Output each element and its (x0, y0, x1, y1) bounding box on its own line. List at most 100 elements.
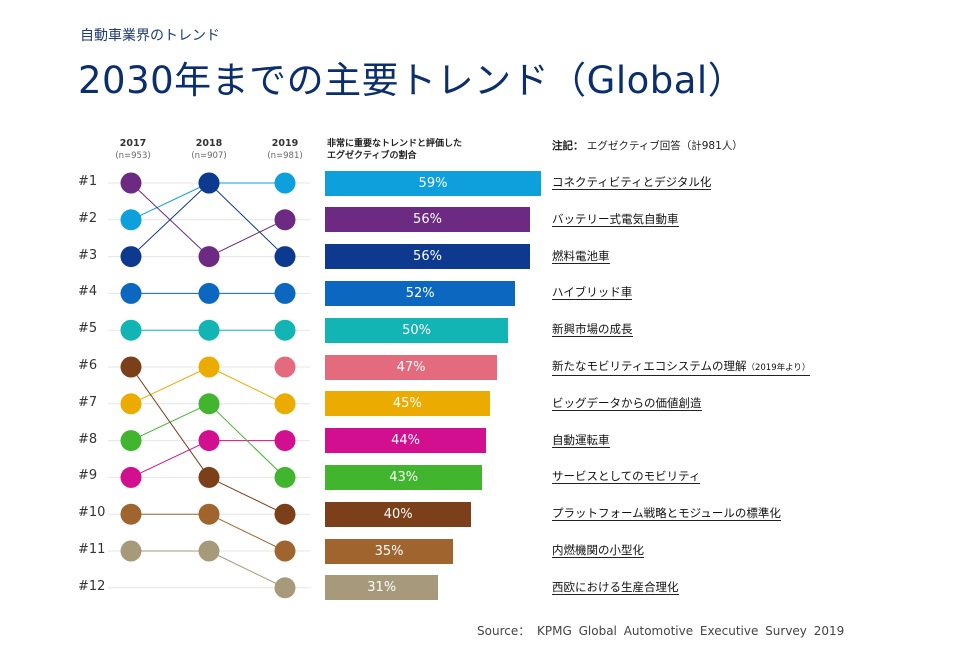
bar: 43% (325, 464, 483, 490)
rank-marker (198, 430, 220, 452)
rank-marker (120, 466, 142, 488)
trend-name: 新興市場の成長 (552, 322, 633, 337)
rank-label: #7 (78, 394, 98, 410)
bar: 59% (325, 170, 541, 196)
rank-marker (120, 172, 142, 194)
trend-note: （2019年より） (746, 363, 811, 373)
column-n: (n=953) (115, 151, 151, 161)
rank-marker (198, 282, 220, 304)
column-n: (n=981) (267, 151, 303, 161)
rank-chart (108, 172, 310, 599)
rank-marker (274, 503, 296, 525)
rank-connector (130, 182, 210, 257)
source-text: Source： KPMG Global Automotive Executive… (477, 624, 845, 638)
trend-name: 自動運転車 (552, 432, 610, 447)
bar-value-label: 56% (413, 212, 442, 228)
rank-marker (198, 393, 220, 415)
trend-label: バッテリー式電気自動車 (552, 212, 679, 227)
rank-connector (208, 219, 286, 258)
rank-label: #10 (78, 505, 106, 521)
rank-connector (208, 403, 286, 478)
chart-title: 2030年までの主要トレンド（Global） (78, 59, 746, 102)
column-header-2018: 2018 (n=907) (179, 138, 239, 162)
rank-connector (208, 550, 286, 589)
bar-column-header: 非常に重要なトレンドと評価した エグゼクティブの割合 (327, 138, 462, 162)
column-header-2017: 2017 (n=953) (103, 138, 163, 162)
trend-label: 新たなモビリティエコシステムの理解（2019年より） (552, 359, 811, 376)
bar-value-label: 52% (405, 285, 435, 301)
rank-marker (198, 319, 220, 341)
rank-connector (130, 440, 210, 478)
bar-value-label: 45% (392, 396, 422, 412)
rank-label: #2 (78, 210, 98, 226)
rank-label: #11 (78, 542, 106, 557)
bar: 47% (325, 354, 498, 380)
trend-name: ハイブリッド車 (552, 285, 633, 300)
trend-label: サービスとしてのモビリティ (552, 469, 701, 485)
rank-marker (198, 466, 220, 488)
rank-label: #8 (78, 431, 98, 447)
rank-marker (120, 246, 142, 268)
rank-label: #5 (78, 321, 98, 337)
trend-label: 西欧における生産合理化 (552, 580, 679, 595)
rank-marker (198, 246, 220, 268)
rank-label: #4 (78, 284, 98, 300)
bar-value-label: 47% (396, 359, 426, 375)
bar-value-label: 44% (391, 433, 420, 449)
column-year: 2017 (119, 138, 147, 149)
rank-marker (198, 503, 220, 525)
rank-connector (208, 182, 286, 257)
rank-marker (198, 172, 220, 194)
trend-name: プラットフォーム戦略とモジュールの標準化 (552, 506, 781, 521)
trend-label: ビッグデータからの価値創造 (552, 396, 702, 411)
bar-value-label: 59% (418, 175, 448, 191)
bar-value-label: 40% (383, 506, 413, 522)
rank-connector (208, 366, 286, 405)
trend-name: 燃料電池車 (552, 248, 610, 263)
rank-label: #6 (78, 358, 98, 373)
bar-value-label: 35% (374, 543, 404, 559)
rank-marker (120, 393, 142, 415)
trend-label: 自動運転車 (552, 433, 610, 448)
rank-marker (274, 172, 296, 194)
rank-marker (274, 540, 296, 562)
rank-marker (120, 430, 142, 452)
rank-marker (274, 246, 296, 268)
chart-subtitle: 自動車業界のトレンド (80, 28, 220, 44)
note-label: 注記： (552, 140, 584, 152)
rank-marker (274, 430, 296, 452)
note: 注記： エグゼクティブ回答（計981人） (552, 138, 743, 153)
rank-marker (120, 356, 142, 378)
rank-marker (198, 356, 220, 378)
trend-name: コネクティビティとデジタル化 (552, 175, 712, 189)
bar-header-line2: エグゼクティブの割合 (327, 151, 417, 161)
rank-connector (130, 182, 210, 221)
rank-marker (274, 209, 296, 231)
bar-value-label: 56% (413, 249, 442, 265)
trend-name: ビッグデータからの価値創造 (552, 395, 702, 410)
trend-name: サービスとしてのモビリティ (552, 469, 701, 484)
bar: 31% (325, 575, 439, 601)
rank-marker (198, 540, 220, 562)
bar: 56% (325, 244, 531, 270)
bar: 52% (325, 280, 516, 306)
trend-label: プラットフォーム戦略とモジュールの標準化 (552, 506, 781, 522)
rank-marker (274, 282, 296, 304)
rank-label: #12 (78, 578, 106, 594)
rank-marker (274, 393, 296, 415)
bar: 44% (325, 428, 487, 454)
bar: 40% (325, 501, 472, 527)
rank-connector (130, 366, 210, 478)
rank-marker (274, 577, 296, 599)
bar: 35% (325, 538, 454, 564)
bar: 56% (325, 207, 531, 233)
rank-connector (208, 513, 286, 552)
trend-label: コネクティビティとデジタル化 (552, 175, 712, 190)
trend-label: 燃料電池車 (552, 249, 610, 264)
column-year: 2019 (271, 138, 299, 149)
note-text: エグゼクティブ回答（計981人） (586, 140, 743, 152)
trend-name: 西欧における生産合理化 (552, 579, 679, 594)
rank-connector (208, 476, 286, 515)
rank-label: #1 (78, 174, 98, 189)
bar: 45% (325, 391, 490, 417)
